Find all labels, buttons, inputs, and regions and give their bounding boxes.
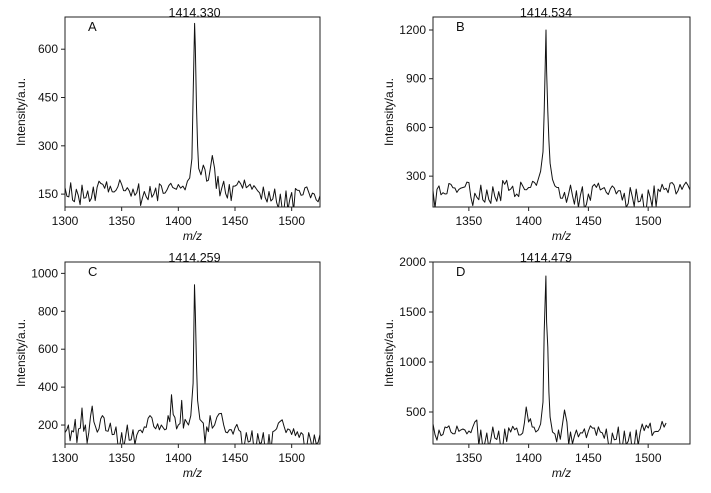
plot-frame (64, 261, 321, 445)
y-tick-label: 200 (38, 418, 58, 432)
panel-b: 1350 1400 1450 1500 300 600 900 1200 m/z Intensit… (382, 6, 691, 243)
y-tick-label: 300 (38, 139, 58, 153)
panel-d: 1350 1400 1450 1500 500 1000 1500 2000 m/z Intens… (382, 251, 691, 480)
panel-letter: A (88, 19, 97, 34)
x-tick-label: 1400 (515, 214, 542, 228)
x-tick-label: 1450 (575, 451, 602, 465)
x-tick-label: 1300 (52, 214, 79, 228)
panel-letter: D (456, 264, 465, 279)
x-tick-label: 1300 (52, 451, 79, 465)
y-axis-label: Intensity/a.u. (382, 78, 396, 146)
spectrum-line (433, 275, 667, 444)
plot-frame (64, 16, 321, 208)
x-tick-label: 1500 (635, 451, 662, 465)
peak-label: 1414.330 (169, 6, 221, 20)
y-tick-label: 450 (38, 91, 58, 105)
panel-letter: C (88, 264, 97, 279)
y-tick-label: 500 (406, 405, 426, 419)
x-tick-label: 1500 (635, 214, 662, 228)
y-tick-label: 1000 (31, 266, 58, 280)
y-tick-label: 1500 (399, 305, 426, 319)
y-tick-label: 600 (38, 42, 58, 56)
x-tick-label: 1350 (456, 214, 483, 228)
x-tick-label: 1400 (165, 214, 192, 228)
y-tick-label: 600 (38, 342, 58, 356)
y-axis-label: Intensity/a.u. (14, 78, 28, 146)
y-tick-label: 900 (406, 72, 426, 86)
y-tick-label: 300 (406, 169, 426, 183)
y-tick-label: 800 (38, 304, 58, 318)
plot-frame (432, 16, 691, 208)
x-tick-label: 1500 (278, 214, 305, 228)
x-tick-label: 1400 (165, 451, 192, 465)
y-axis-label: Intensity/a.u. (382, 319, 396, 387)
x-tick-label: 1350 (108, 451, 135, 465)
x-axis-label: m/z (552, 229, 571, 243)
x-tick-label: 1350 (108, 214, 135, 228)
x-tick-label: 1400 (515, 451, 542, 465)
x-tick-label: 1450 (222, 451, 249, 465)
x-axis-label: m/z (183, 229, 202, 243)
panel-letter: B (456, 19, 465, 34)
y-tick-label: 1200 (399, 23, 426, 37)
spectrum-line (65, 22, 320, 207)
y-tick-label: 2000 (399, 255, 426, 269)
spectrum-line (433, 29, 690, 207)
y-axis-label: Intensity/a.u. (14, 319, 28, 387)
x-tick-label: 1350 (456, 451, 483, 465)
x-axis-label: m/z (552, 466, 571, 480)
peak-label: 1414.534 (520, 6, 572, 20)
y-tick-label: 400 (38, 380, 58, 394)
peak-label: 1414.259 (168, 251, 220, 265)
x-tick-label: 1500 (278, 451, 305, 465)
x-axis-label: m/z (183, 466, 202, 480)
y-tick-label: 1000 (399, 355, 426, 369)
plot-frame (432, 261, 691, 445)
spectrum-line (65, 284, 320, 444)
panel-a: 1300 1350 1400 1450 1500 150 300 450 600 m/z Inten… (14, 6, 321, 243)
y-tick-label: 600 (406, 120, 426, 134)
y-tick-label: 150 (38, 187, 58, 201)
peak-label: 1414.479 (520, 251, 572, 265)
x-tick-label: 1450 (575, 214, 602, 228)
x-tick-label: 1450 (222, 214, 249, 228)
panel-c: 1300 1350 1400 1450 1500 200 400 600 800 1000 m/z I… (14, 251, 321, 480)
